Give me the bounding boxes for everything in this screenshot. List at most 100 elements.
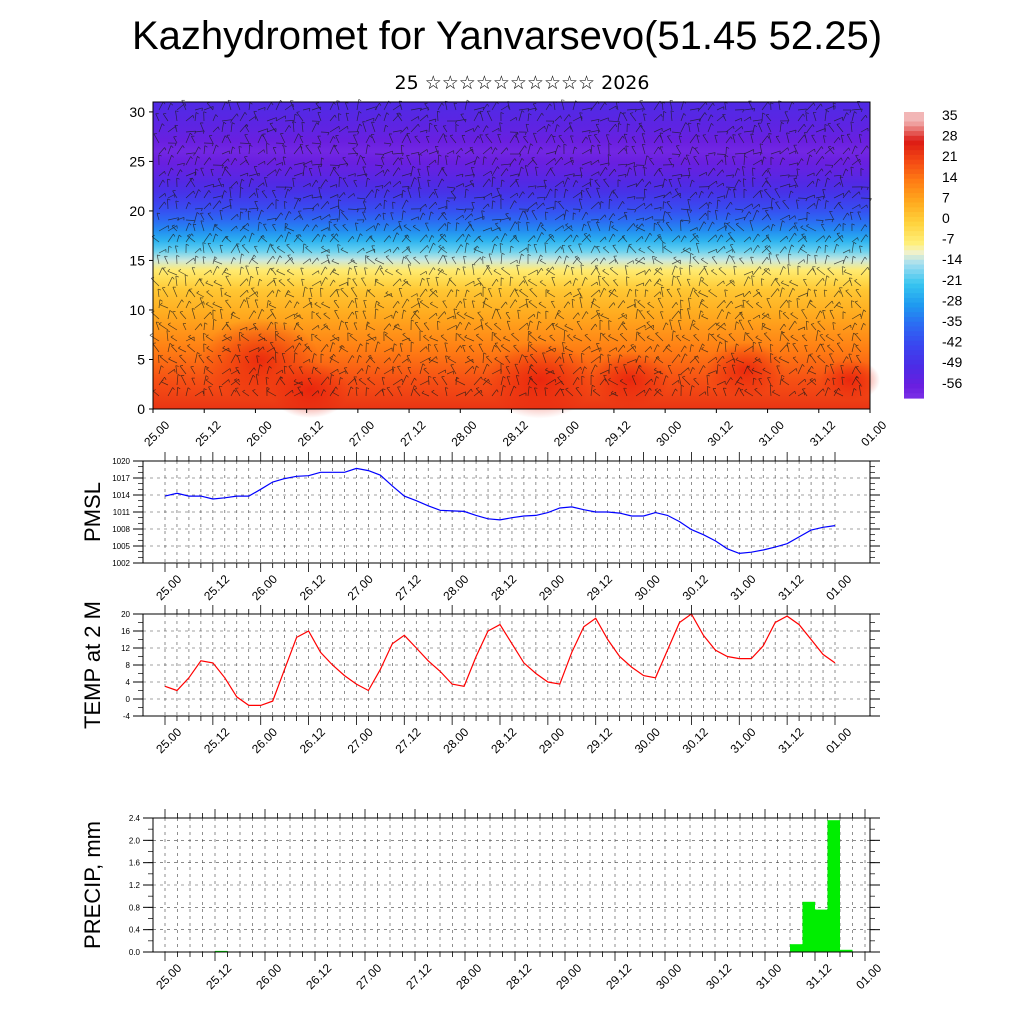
- x-tick-label: 29.00: [551, 418, 582, 449]
- wind-barb: [394, 326, 403, 331]
- wind-barb: [462, 345, 466, 353]
- wind-barb: [284, 300, 291, 309]
- wind-barb: [856, 101, 862, 111]
- wind-barb: [678, 320, 682, 331]
- wind-barb: [588, 135, 592, 144]
- wind-barb: [203, 375, 207, 386]
- colorbar-swatch: [904, 121, 924, 127]
- wind-barb: [275, 289, 279, 298]
- wind-barb-flag: [687, 308, 691, 310]
- wind-barb: [318, 187, 322, 199]
- wind-barb-flag: [657, 234, 661, 236]
- wind-barb-flag: [608, 377, 611, 381]
- wind-barb-flag: [214, 256, 218, 259]
- wind-barb: [563, 126, 571, 133]
- wind-barb: [529, 366, 538, 375]
- wind-barb: [653, 100, 661, 111]
- x-tick-label: 01.00: [858, 418, 889, 449]
- wind-barb-flag: [619, 379, 623, 382]
- wind-barb-flag: [311, 311, 315, 314]
- wind-barb: [255, 188, 259, 199]
- wind-barb-flag: [663, 201, 667, 204]
- wind-barb-flag: [598, 159, 600, 163]
- wind-barb-flag: [486, 355, 490, 358]
- wind-barb-flag: [649, 232, 652, 236]
- x-tick-label: 31.12: [807, 418, 838, 449]
- wind-barb: [843, 271, 853, 276]
- wind-barb: [320, 389, 325, 397]
- wind-barb: [444, 387, 448, 397]
- wind-barb: [779, 174, 790, 177]
- wind-barb-flag: [500, 362, 504, 365]
- wind-barb: [551, 323, 556, 331]
- wind-barb: [824, 255, 828, 265]
- wind-barb-flag: [229, 186, 233, 189]
- wind-barb: [329, 357, 340, 364]
- x-tick-label: 31.12: [775, 572, 806, 603]
- wind-barb-flag: [763, 267, 767, 271]
- wind-barb: [257, 364, 261, 375]
- wind-barb: [251, 288, 259, 298]
- wind-barb: [349, 335, 358, 342]
- x-tick-label: 26.00: [244, 418, 275, 449]
- wind-barb-flag: [842, 266, 846, 268]
- wind-barb-flag: [787, 147, 789, 151]
- wind-barb: [591, 302, 601, 309]
- wind-barb: [789, 281, 799, 287]
- wind-barb: [716, 245, 725, 254]
- wind-barb-flag: [853, 388, 857, 391]
- wind-barb-flag: [613, 279, 617, 281]
- wind-barb: [806, 148, 815, 155]
- wind-barb: [689, 234, 698, 243]
- wind-barb: [788, 101, 793, 111]
- wind-barb-flag: [782, 157, 786, 160]
- wind-barb: [302, 207, 314, 210]
- wind-barb: [725, 188, 729, 199]
- wind-barb: [617, 236, 624, 243]
- wind-barb: [400, 157, 403, 166]
- wind-barb-flag: [625, 174, 627, 178]
- wind-barb-flag: [526, 221, 530, 224]
- wind-barb: [662, 191, 671, 199]
- wind-barb: [194, 323, 201, 331]
- wind-barb-flag: [250, 275, 254, 279]
- wind-barb: [406, 355, 412, 364]
- wind-barb: [644, 324, 654, 331]
- wind-barb: [703, 266, 709, 276]
- wind-barb-flag: [443, 212, 447, 215]
- wind-barb: [544, 387, 547, 397]
- wind-barb-flag: [528, 278, 531, 281]
- wind-barb: [185, 132, 191, 144]
- colorbar-swatch: [904, 378, 924, 385]
- wind-barb: [707, 356, 717, 364]
- wind-barb: [653, 127, 663, 133]
- wind-barb: [617, 111, 621, 122]
- wind-barb: [806, 299, 811, 309]
- wind-barb: [270, 342, 277, 353]
- wind-barb: [263, 224, 268, 232]
- wind-barb: [654, 258, 664, 265]
- colorbar-swatch: [904, 359, 924, 366]
- wind-barb: [832, 377, 835, 386]
- colorbar-swatch: [904, 278, 924, 285]
- wind-barb: [464, 188, 467, 199]
- wind-barb-flag: [840, 365, 844, 367]
- wind-barb-flag: [803, 124, 806, 128]
- wind-barb-flag: [453, 197, 456, 201]
- wind-barb: [602, 247, 610, 254]
- wind-barb: [404, 235, 412, 243]
- wind-barb: [437, 167, 443, 177]
- wind-barb: [419, 245, 428, 254]
- wind-barb: [581, 182, 591, 188]
- colorbar-label: 21: [942, 148, 958, 164]
- wind-barb: [469, 180, 475, 188]
- wind-barb-flag: [558, 134, 562, 137]
- wind-barb-flag: [178, 234, 182, 238]
- colorbar-swatch: [904, 154, 924, 161]
- wind-barb: [191, 308, 196, 320]
- wind-barb: [626, 288, 631, 298]
- colorbar-swatch: [904, 197, 924, 204]
- wind-barb: [527, 143, 531, 155]
- wind-barb-flag: [172, 276, 175, 280]
- wind-barb: [797, 364, 803, 375]
